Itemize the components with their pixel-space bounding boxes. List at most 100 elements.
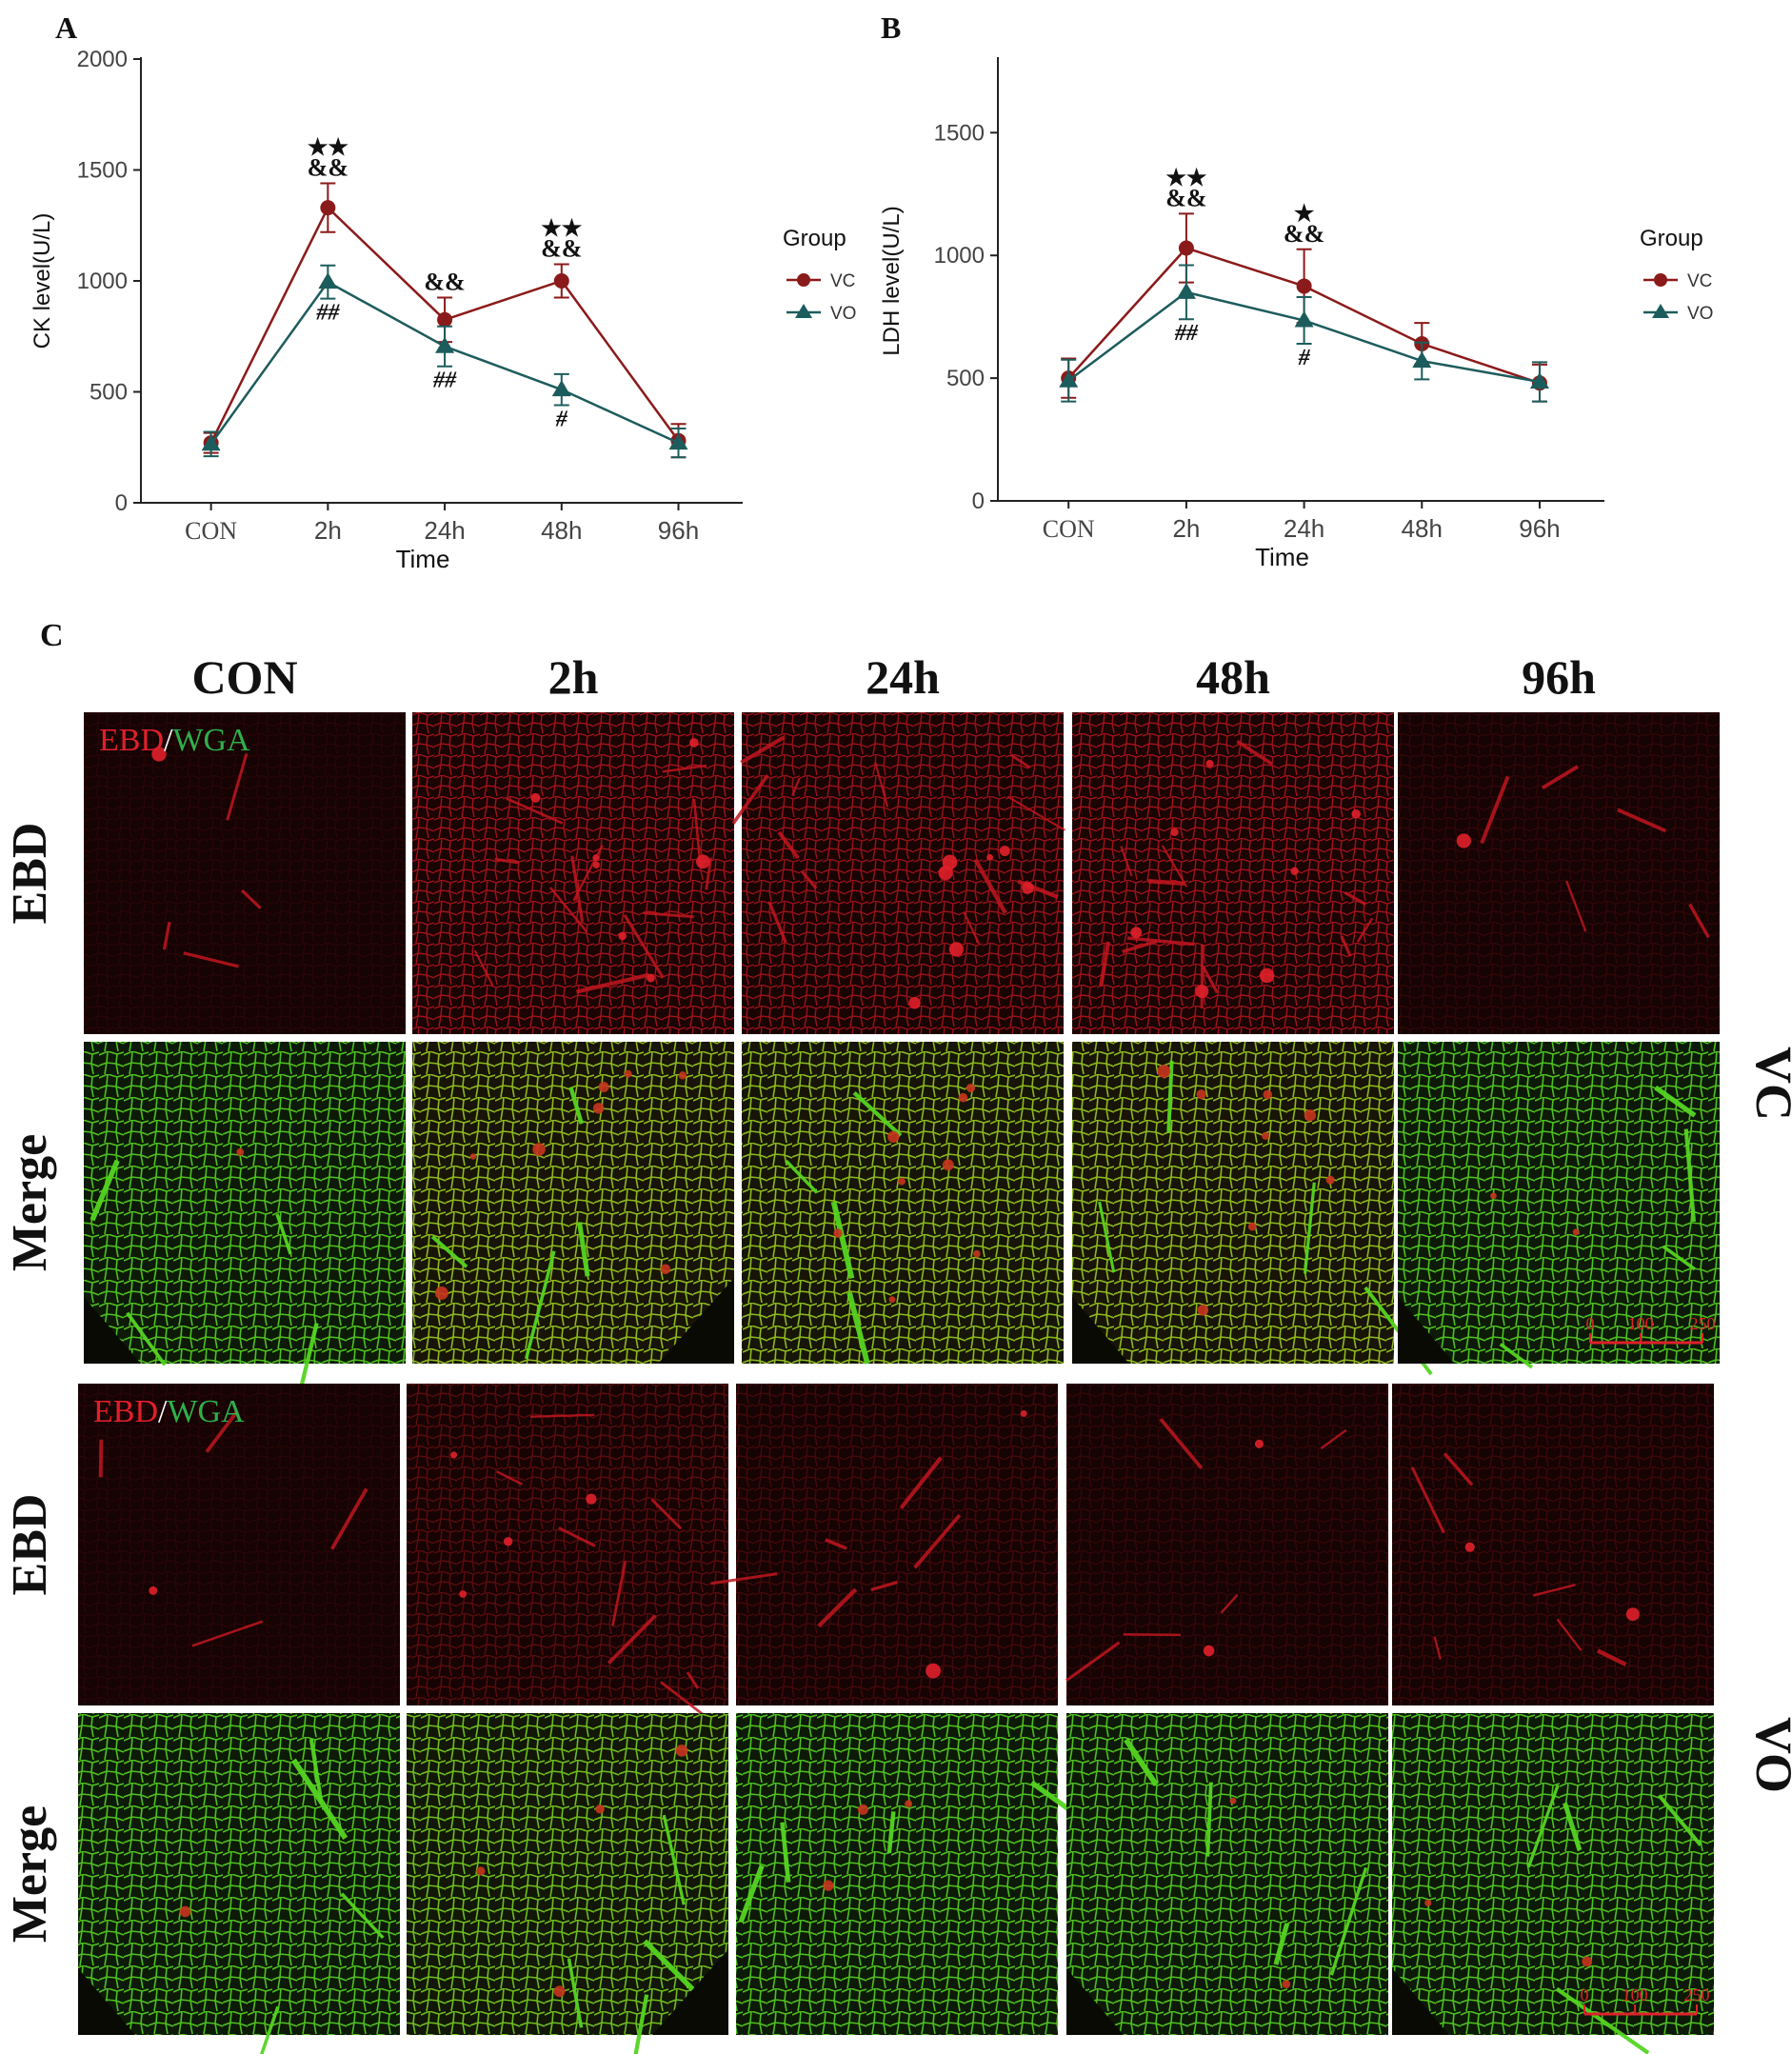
column-header: 96h (1522, 650, 1596, 704)
wga-vessel (1662, 1245, 1696, 1271)
panel-label-b: B (881, 10, 901, 45)
ebd-spot (151, 747, 167, 762)
ebd-spot (595, 1804, 605, 1814)
tissue-edge-gap (1392, 1968, 1449, 2035)
ebd-cell-network (412, 712, 734, 1034)
ebd-streak (1688, 903, 1710, 939)
ebd-spot (1247, 1222, 1257, 1231)
ebd-spot (999, 846, 1010, 857)
column-header: 2h (548, 650, 599, 704)
ebd-micrograph (407, 1384, 728, 1722)
ebd-spot (553, 1985, 566, 1998)
ebd-spot (179, 1905, 191, 1918)
stain-label-separator: / (164, 723, 173, 758)
wga-vessel (1657, 1794, 1702, 1846)
ebd-cell-network (736, 1384, 1058, 1705)
data-point-vo (1412, 351, 1432, 369)
ebd-spot (434, 1286, 448, 1300)
wga-vessel (1166, 1060, 1174, 1134)
ebd-spot (1325, 1175, 1335, 1185)
y-tick-label: 1000 (77, 269, 128, 294)
x-tick-label: 48h (541, 516, 582, 545)
significance-stars: ★★ (308, 135, 349, 160)
ebd-streak (662, 764, 707, 773)
ebd-streak (530, 1413, 595, 1418)
ebd-spot (948, 942, 964, 957)
ebd-spot (908, 997, 921, 1009)
wga-vessel (259, 2005, 280, 2054)
data-point-vc (320, 200, 336, 216)
panel-label-a: A (55, 10, 77, 45)
ebd-cell-network (1072, 712, 1394, 1034)
wga-vessel (577, 1222, 590, 1277)
scale-label: 0 (1581, 1985, 1589, 2004)
ebd-streak (710, 1572, 778, 1585)
wga-vessel (524, 1250, 556, 1360)
ebd-micrograph (412, 712, 734, 1034)
data-point-vo (435, 336, 455, 353)
ebd-spot (1205, 759, 1214, 768)
ebd-spot (1022, 882, 1034, 894)
y-tick-label: 2000 (77, 47, 128, 72)
wga-vessel (297, 1323, 319, 1394)
stain-label: EBD/WGA (99, 723, 250, 758)
legend-title: Group (783, 226, 846, 251)
row-label: Merge (3, 1805, 57, 1943)
merge-micrograph (742, 1042, 1064, 1365)
ebd-cell-network (1066, 1384, 1388, 1705)
ebd-streak (205, 1409, 239, 1453)
ebd-streak (1159, 1418, 1204, 1470)
ebd-streak (1161, 845, 1188, 887)
wga-vessel (886, 1811, 896, 1854)
ebd-spot (450, 1451, 458, 1459)
wga-vessel (738, 1865, 765, 1924)
stain-label-wga: WGA (167, 1394, 245, 1429)
significance-ampersands: && (424, 268, 465, 295)
wga-cell-network (736, 1713, 1058, 2035)
ebd-streak (1480, 775, 1510, 845)
ebd-streak (801, 870, 818, 890)
ebd-spot (1263, 1089, 1273, 1100)
tissue-edge-gap (652, 1949, 728, 2035)
ebd-streak (643, 911, 694, 919)
wga-vessel (568, 1087, 584, 1125)
ebd-spot (926, 1663, 941, 1679)
wga-vessel (1499, 1343, 1534, 1369)
ebd-streak (1340, 935, 1352, 957)
ebd-cell-network (1392, 1384, 1714, 1705)
ebd-streak (623, 913, 665, 979)
stain-label-separator: / (158, 1394, 168, 1429)
column-header: CON (191, 650, 297, 704)
merge-micrograph (78, 1713, 400, 2054)
ebd-streak (1596, 1648, 1627, 1667)
wga-vessel (430, 1235, 468, 1268)
merge-overlap-network (1072, 1042, 1394, 1364)
ebd-streak (1220, 1593, 1239, 1614)
ebd-spot (660, 1264, 671, 1275)
ebd-streak (1147, 879, 1185, 887)
wga-cell-network (84, 1042, 406, 1364)
wga-vessel (846, 1291, 870, 1365)
ebd-cell-network (742, 712, 1064, 1034)
ebd-streak (767, 901, 787, 944)
x-axis-label: Time (1255, 543, 1309, 571)
x-tick-label: 48h (1402, 514, 1443, 543)
ebd-spot (887, 1130, 900, 1143)
ebd-streak (874, 762, 889, 808)
ebd-spot (1464, 1542, 1475, 1552)
merge-micrograph (1398, 1042, 1720, 1369)
ebd-streak (226, 752, 249, 821)
wga-cell-network (1398, 1042, 1720, 1364)
ebd-streak (791, 777, 801, 797)
ebd-micrograph (1398, 712, 1720, 1034)
ebd-streak (870, 1580, 898, 1592)
chart-b: 0 500 1000 1500 CON 2h 24h 48h 96h Time LDH level(… (879, 57, 1713, 571)
data-point-vo (551, 380, 571, 397)
ebd-spot (1229, 1797, 1237, 1805)
significance-ampersands: && (1284, 220, 1324, 248)
ebd-micrograph (1065, 1384, 1388, 1705)
wga-vessel (1654, 1085, 1697, 1118)
wga-vessel (662, 1814, 686, 1905)
tissue-edge-gap (658, 1278, 734, 1364)
ebd-spot (532, 1143, 546, 1156)
